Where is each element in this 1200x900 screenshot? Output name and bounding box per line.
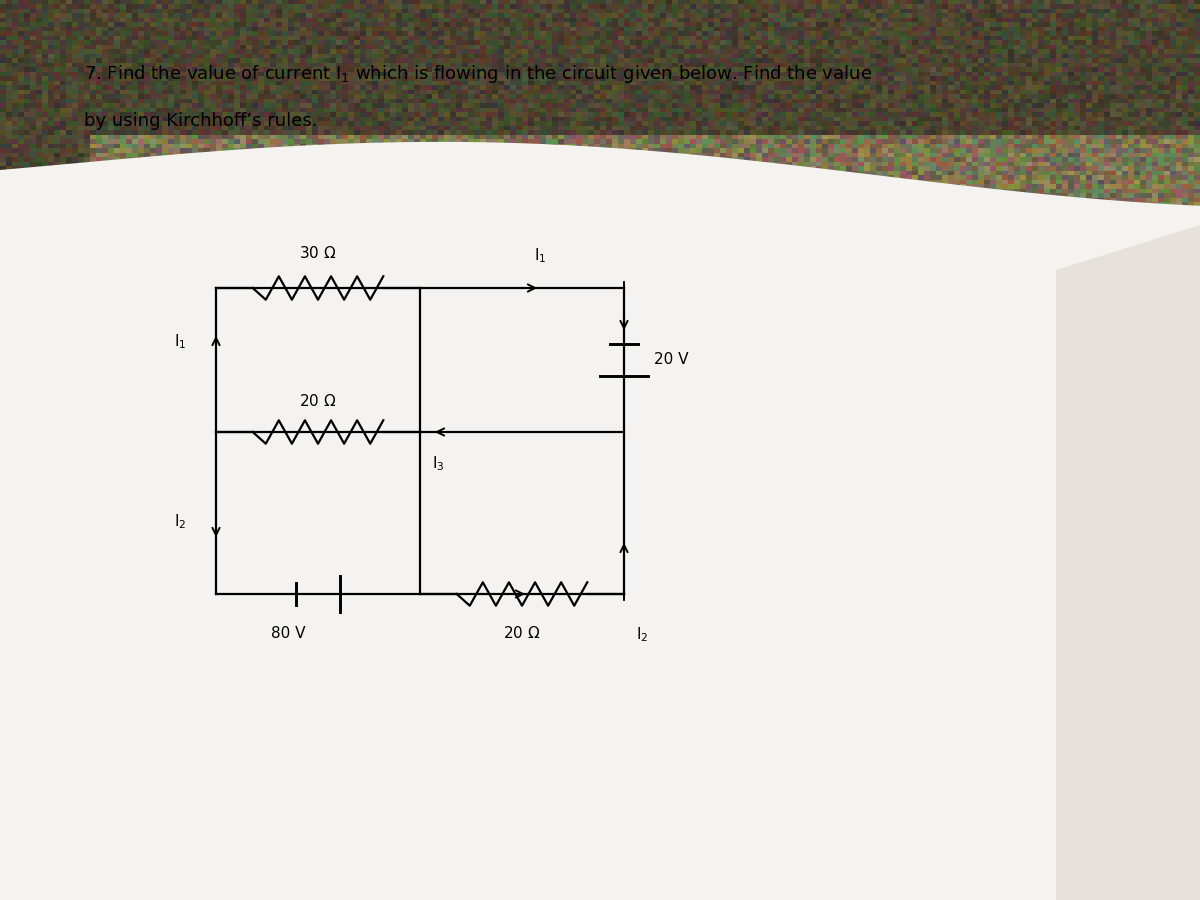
- Text: by using Kirchhoff’s rules.: by using Kirchhoff’s rules.: [84, 112, 318, 130]
- Text: I$_2$: I$_2$: [174, 513, 186, 531]
- Text: 30 $\Omega$: 30 $\Omega$: [299, 245, 337, 261]
- Text: I$_3$: I$_3$: [432, 454, 444, 473]
- Text: 80 V: 80 V: [271, 626, 305, 641]
- Text: 20 $\Omega$: 20 $\Omega$: [299, 393, 337, 410]
- Text: I$_2$: I$_2$: [636, 626, 648, 644]
- Polygon shape: [0, 142, 1200, 900]
- Text: 20 $\Omega$: 20 $\Omega$: [503, 626, 541, 642]
- Text: 20 V: 20 V: [654, 353, 689, 367]
- Text: 7. Find the value of current I$_1$ which is flowing in the circuit given below. : 7. Find the value of current I$_1$ which…: [84, 63, 872, 85]
- Text: I$_1$: I$_1$: [174, 333, 186, 351]
- Polygon shape: [1056, 225, 1200, 900]
- Text: I$_1$: I$_1$: [534, 247, 546, 266]
